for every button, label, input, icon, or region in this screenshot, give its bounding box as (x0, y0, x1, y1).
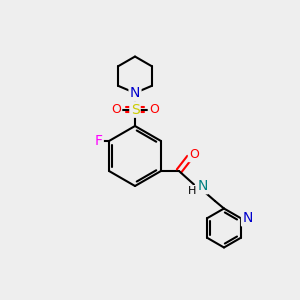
Text: O: O (189, 148, 199, 161)
Text: N: N (242, 211, 253, 225)
Text: S: S (130, 103, 140, 116)
Text: N: N (130, 86, 140, 100)
Text: O: O (149, 103, 159, 116)
Text: H: H (188, 186, 197, 196)
Text: O: O (111, 103, 121, 116)
Text: N: N (197, 179, 208, 193)
Text: F: F (94, 134, 103, 148)
